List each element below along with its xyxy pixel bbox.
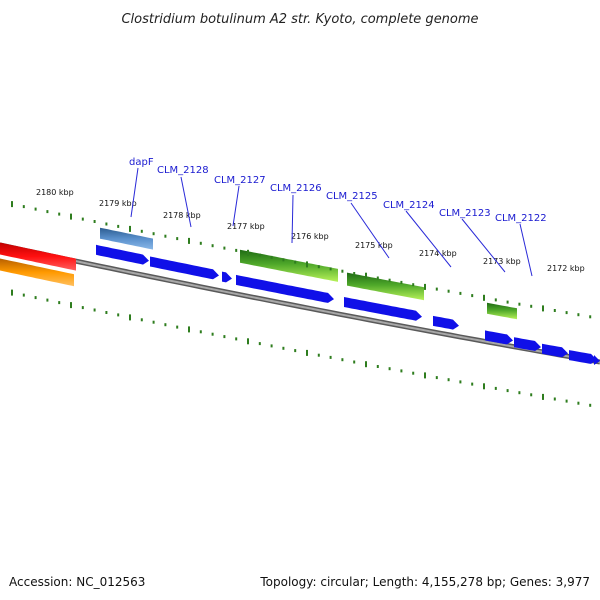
kbp-tick-label: 2175 kbp — [355, 241, 393, 250]
gene-label: CLM_2128 — [157, 165, 209, 176]
gene-label: CLM_2122 — [495, 213, 547, 224]
kbp-tick-label: 2173 kbp — [483, 257, 521, 266]
features-layer — [0, 227, 600, 365]
gene-label: CLM_2125 — [326, 191, 378, 202]
forward-cds-arrow — [485, 330, 513, 345]
callout-line — [350, 202, 390, 259]
callout-line — [180, 176, 192, 228]
forward-cds-arrow — [344, 297, 422, 321]
ruler-ticks — [11, 201, 592, 407]
rna-gene-band — [100, 227, 153, 250]
kbp-tick-label: 2176 kbp — [291, 232, 329, 241]
callout-line — [461, 218, 506, 273]
forward-cds-arrow — [514, 337, 541, 351]
callout-line — [519, 223, 533, 277]
kbp-tick-label: 2174 kbp — [419, 249, 457, 258]
forward-cds-arrow — [150, 256, 219, 280]
callout-line — [130, 167, 139, 218]
gene-labels: 2180 kbp 2179 kbp 2178 kbp 2177 kbp 2176 kbp… — [36, 157, 585, 277]
gene-label: dapF — [129, 157, 154, 168]
forward-cds-arrow — [594, 355, 600, 365]
gc-skew-block — [487, 302, 517, 320]
accession-text: Accession: NC_012563 — [9, 575, 145, 589]
gc-skew-block — [347, 272, 424, 301]
forward-cds-arrow — [569, 350, 597, 364]
genome-backbone-highlight — [0, 244, 600, 363]
callout-line — [405, 210, 452, 268]
gene-label: CLM_2124 — [383, 200, 435, 211]
forward-cds-arrow — [433, 315, 459, 330]
kbp-tick-label: 2172 kbp — [547, 264, 585, 273]
kbp-tick-label: 2178 kbp — [163, 211, 201, 220]
kbp-tick-label: 2179 kbp — [99, 199, 137, 208]
forward-cds-arrow — [222, 271, 232, 283]
callout-line — [232, 185, 240, 227]
gene-label: CLM_2123 — [439, 208, 491, 219]
genome-summary-text: Topology: circular; Length: 4,155,278 bp… — [259, 575, 590, 589]
gc-skew-block — [240, 249, 338, 282]
map-title: Clostridium botulinum A2 str. Kyoto, com… — [121, 12, 478, 27]
kbp-tick-label: 2177 kbp — [227, 222, 265, 231]
kbp-tick-label: 2180 kbp — [36, 188, 74, 197]
orange-feature-band — [0, 258, 74, 287]
forward-cds-arrow — [542, 343, 568, 358]
callout-line — [291, 194, 294, 244]
gene-label: CLM_2127 — [214, 175, 266, 186]
gene-label: CLM_2126 — [270, 183, 322, 194]
forward-cds-arrow — [96, 244, 149, 265]
forward-cds-arrow — [236, 274, 334, 303]
red-feature-band — [0, 242, 76, 271]
